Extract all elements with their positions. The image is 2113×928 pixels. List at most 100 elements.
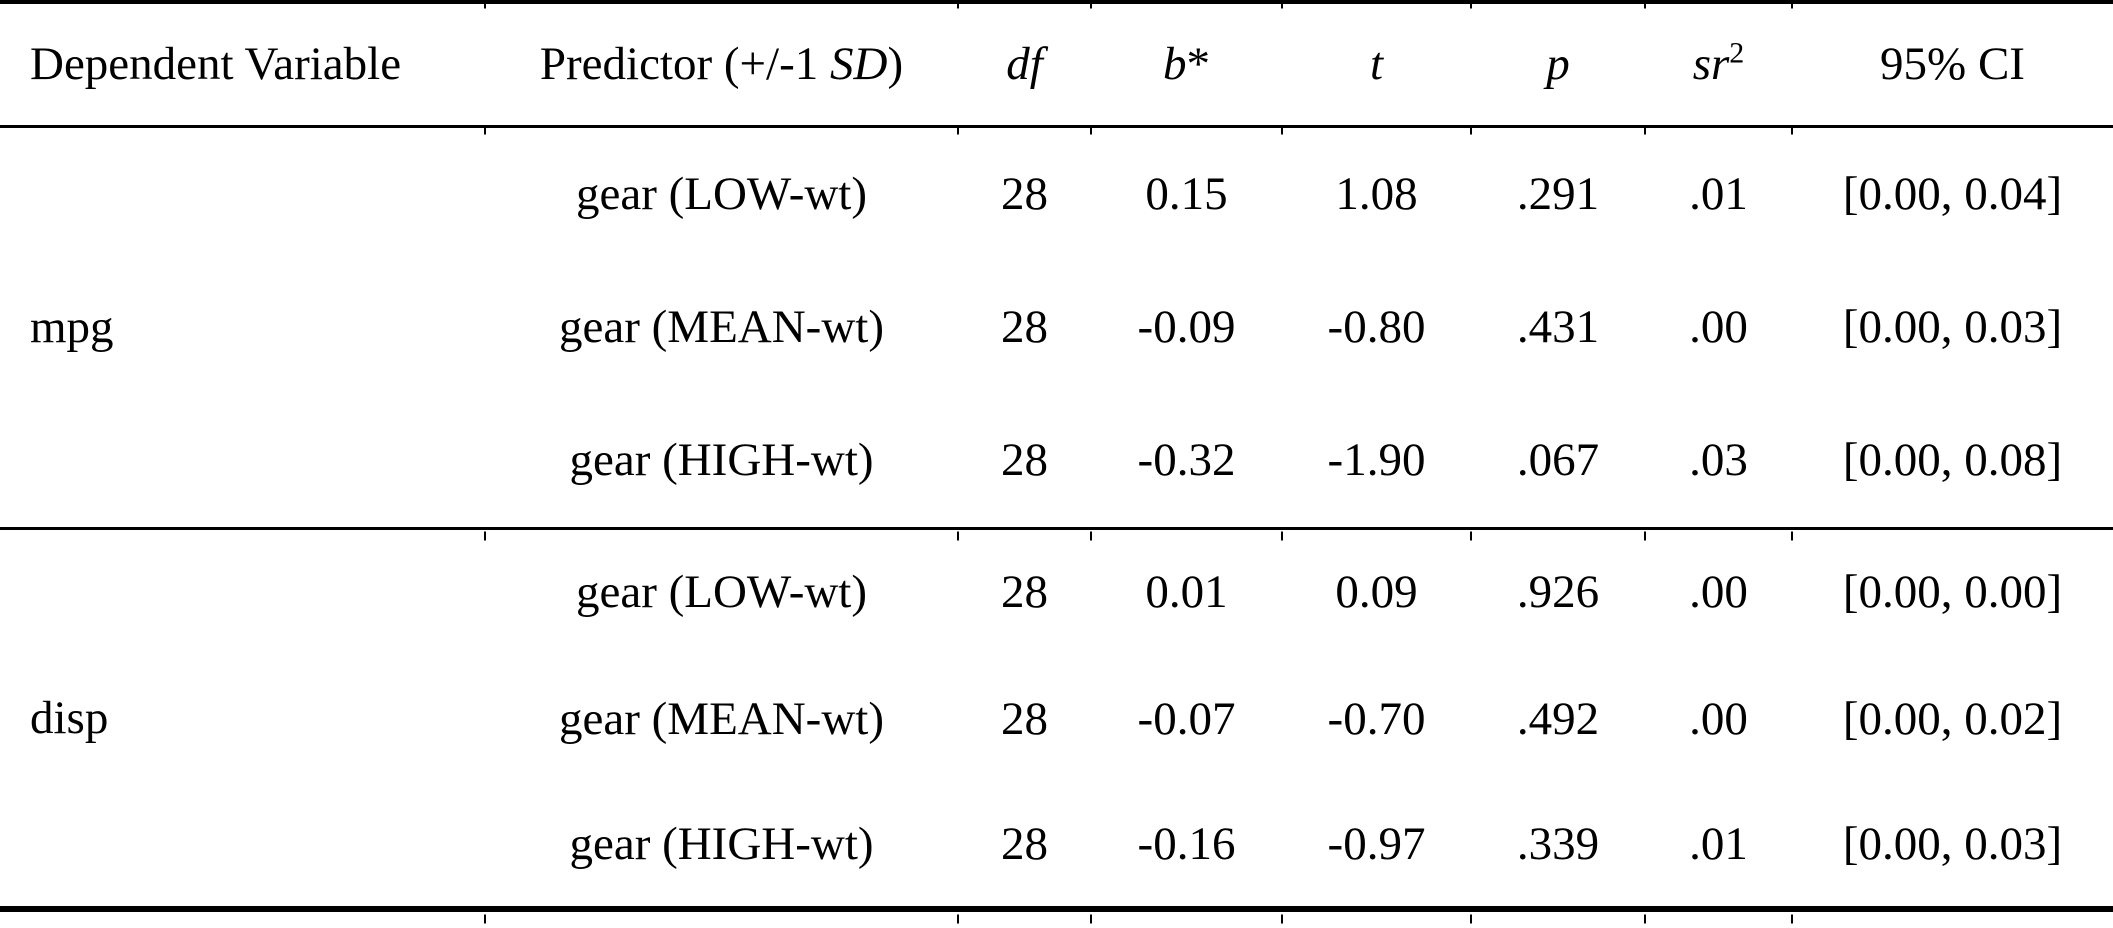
b-value: -0.09	[1137, 301, 1236, 353]
header-b-asterisk: *	[1186, 38, 1211, 91]
df-value: 28	[1001, 434, 1048, 487]
ci-cell: [0.00, 0.08]	[1792, 394, 2113, 528]
b-value: 0.15	[1145, 167, 1228, 220]
t-value: 1.08	[1335, 167, 1418, 220]
column-boundary-tick	[1791, 125, 1793, 135]
column-boundary-tick	[484, 531, 486, 541]
df-cell: 28	[958, 394, 1091, 528]
header-df-label: df	[1006, 38, 1043, 91]
column-boundary-tick	[1791, 914, 1793, 924]
ci-cell: [0.00, 0.02]	[1792, 655, 2113, 782]
header-t: t	[1282, 2, 1471, 126]
predictor-cell: gear (LOW-wt)	[485, 528, 958, 655]
table-row: gear (HIGH-wt) 28 -0.32 -1.90 .067 .03 […	[0, 394, 2113, 528]
column-boundary-tick	[1470, 125, 1472, 135]
b-cell: -0.07	[1091, 655, 1282, 782]
sr2-cell: .00	[1645, 655, 1792, 782]
dependent-variable-label: disp	[30, 691, 109, 744]
predictor-value: gear (MEAN-wt)	[559, 301, 884, 353]
ci-cell: [0.00, 0.03]	[1792, 782, 2113, 909]
p-cell: .291	[1471, 126, 1645, 260]
column-boundary-tick	[1281, 531, 1283, 541]
p-cell: .431	[1471, 260, 1645, 394]
column-boundary-tick	[1791, 531, 1793, 541]
predictor-cell: gear (LOW-wt)	[485, 126, 958, 260]
header-sr-exponent: 2	[1729, 36, 1745, 70]
t-value: -0.70	[1327, 692, 1426, 745]
df-value: 28	[1001, 566, 1048, 619]
t-cell: -1.90	[1282, 394, 1471, 528]
sr2-value: .00	[1689, 566, 1748, 619]
p-value: .339	[1516, 818, 1600, 870]
df-cell: 28	[958, 126, 1091, 260]
sr2-value: .00	[1689, 301, 1748, 353]
column-boundary-tick	[484, 914, 486, 924]
df-cell: 28	[958, 260, 1091, 394]
predictor-cell: gear (HIGH-wt)	[485, 782, 958, 909]
header-p-label: p	[1546, 38, 1570, 91]
predictor-value: gear (HIGH-wt)	[569, 818, 874, 870]
df-cell: 28	[958, 528, 1091, 655]
p-value: .926	[1516, 566, 1600, 619]
column-boundary-tick	[484, 125, 486, 135]
predictor-cell: gear (HIGH-wt)	[485, 394, 958, 528]
p-value: .492	[1516, 692, 1600, 745]
t-cell: -0.97	[1282, 782, 1471, 909]
b-cell: 0.15	[1091, 126, 1282, 260]
p-value: .291	[1516, 167, 1600, 220]
sr2-cell: .01	[1645, 126, 1792, 260]
b-cell: -0.09	[1091, 260, 1282, 394]
ci-value: [0.00, 0.03]	[1842, 818, 2063, 870]
df-value: 28	[1001, 692, 1048, 745]
b-cell: -0.32	[1091, 394, 1282, 528]
t-value: -1.90	[1327, 434, 1426, 487]
column-boundary-tick	[1644, 914, 1646, 924]
column-boundary-tick	[957, 0, 959, 9]
column-boundary-tick	[1791, 0, 1793, 9]
df-cell: 28	[958, 782, 1091, 909]
p-cell: .067	[1471, 394, 1645, 528]
header-95ci: 95% CI	[1792, 2, 2113, 126]
df-value: 28	[1001, 301, 1048, 353]
group-label-cell: disp	[0, 528, 485, 909]
ci-cell: [0.00, 0.03]	[1792, 260, 2113, 394]
column-boundary-tick	[484, 0, 486, 9]
ci-value: [0.00, 0.00]	[1842, 566, 2063, 619]
header-b-star: b*	[1091, 2, 1282, 126]
header-predictor-close-paren: )	[887, 38, 904, 91]
table-row: gear (MEAN-wt) 28 -0.09 -0.80 .431 .00 […	[0, 260, 2113, 394]
header-df: df	[958, 2, 1091, 126]
ci-value: [0.00, 0.03]	[1842, 301, 2063, 353]
ci-cell: [0.00, 0.04]	[1792, 126, 2113, 260]
column-boundary-tick	[1470, 914, 1472, 924]
predictor-value: gear (MEAN-wt)	[559, 692, 884, 745]
dependent-variable-label: mpg	[30, 301, 114, 353]
sr2-value: .01	[1689, 167, 1748, 220]
t-cell: 1.08	[1282, 126, 1471, 260]
table-row: mpg gear (LOW-wt) 28 0.15 1.08 .291 .01 …	[0, 126, 2113, 353]
column-boundary-tick	[957, 125, 959, 135]
column-boundary-tick	[1281, 0, 1283, 9]
table-row: gear (HIGH-wt) 28 -0.16 -0.97 .339 .01 […	[0, 782, 2113, 909]
column-boundary-tick	[1281, 125, 1283, 135]
predictor-value: gear (HIGH-wt)	[569, 434, 874, 487]
sr2-cell: .00	[1645, 528, 1792, 655]
predictor-cell: gear (MEAN-wt)	[485, 655, 958, 782]
column-boundary-tick	[1090, 0, 1092, 9]
b-cell: -0.16	[1091, 782, 1282, 909]
table-row: gear (MEAN-wt) 28 -0.07 -0.70 .492 .00 […	[0, 655, 2113, 782]
p-cell: .339	[1471, 782, 1645, 909]
header-row: Dependent Variable Predictor (+/-1 SD) d…	[0, 2, 2113, 126]
header-predictor-label: Predictor (+/-1	[539, 38, 831, 91]
column-boundary-tick	[1090, 531, 1092, 541]
p-cell: .926	[1471, 528, 1645, 655]
header-t-label: t	[1369, 38, 1384, 91]
sr2-cell: .03	[1645, 394, 1792, 528]
sr2-cell: .01	[1645, 782, 1792, 909]
b-value: -0.32	[1137, 434, 1236, 487]
t-cell: -0.70	[1282, 655, 1471, 782]
predictor-value: gear (LOW-wt)	[576, 566, 867, 619]
sr2-value: .01	[1689, 818, 1748, 870]
header-95ci-label: 95% CI	[1880, 38, 2025, 91]
t-cell: 0.09	[1282, 528, 1471, 655]
